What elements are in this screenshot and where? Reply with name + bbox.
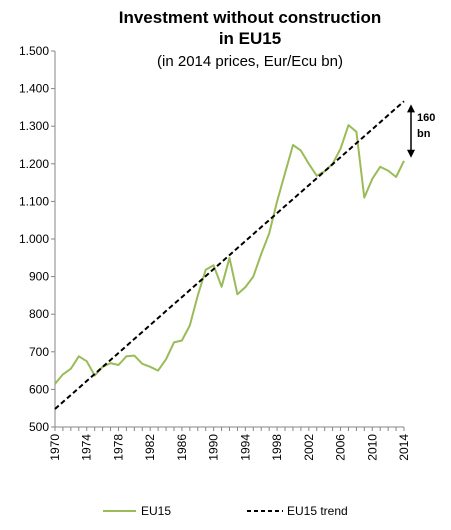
series-layer (54, 100, 405, 410)
gap-label-value: 160 (417, 112, 435, 124)
series-line-eu15 (54, 124, 405, 385)
y-tick-label: 500 (29, 420, 49, 434)
y-tick-label: 1.400 (19, 82, 49, 96)
x-tick-label: 1982 (143, 434, 157, 461)
x-tick-label: 1994 (238, 434, 252, 461)
gap-arrow-head-down (407, 149, 415, 158)
x-tick-label: 1978 (111, 434, 125, 461)
y-tick-label: 700 (29, 345, 49, 359)
chart-title-line2: in EU15 (219, 29, 281, 48)
y-axis: 500 600 700 800 900 1.000 1.100 1.200 1.300 1.400… (19, 44, 56, 434)
x-tick-label: 2002 (302, 434, 316, 461)
legend-label-eu15-trend: EU15 trend (287, 504, 348, 518)
gap-label-unit: bn (417, 128, 431, 140)
x-tick-label: 1990 (207, 434, 221, 461)
x-tick-label: 1986 (175, 434, 189, 461)
y-tick-label: 600 (29, 382, 49, 396)
x-tick-label: 2006 (334, 434, 348, 461)
x-tick-label: 1998 (270, 434, 284, 461)
gap-arrow-head-up (407, 104, 415, 113)
y-tick-label: 900 (29, 270, 49, 284)
y-tick-label: 1.500 (19, 44, 49, 58)
y-tick-label: 1.200 (19, 157, 49, 171)
series-line-eu15-trend (54, 100, 405, 410)
y-tick-label: 1.000 (19, 232, 49, 246)
x-tick-label: 1970 (48, 434, 62, 461)
legend-label-eu15: EU15 (141, 504, 171, 518)
y-tick-label: 1.100 (19, 194, 49, 208)
y-tick-label: 800 (29, 307, 49, 321)
x-axis: 1970 1974 1978 1982 1986 1990 1994 1998 2002 2006… (48, 426, 411, 461)
x-tick-label: 2014 (397, 434, 411, 461)
y-tick-label: 1.300 (19, 119, 49, 133)
legend: EU15 EU15 trend (103, 504, 348, 518)
chart-title-line1: Investment without construction (119, 8, 382, 27)
x-tick-label: 2010 (365, 434, 379, 461)
chart-subtitle: (in 2014 prices, Eur/Ecu bn) (157, 53, 343, 70)
gap-annotation: 160 bn (407, 104, 435, 158)
x-tick-label: 1974 (80, 434, 94, 461)
